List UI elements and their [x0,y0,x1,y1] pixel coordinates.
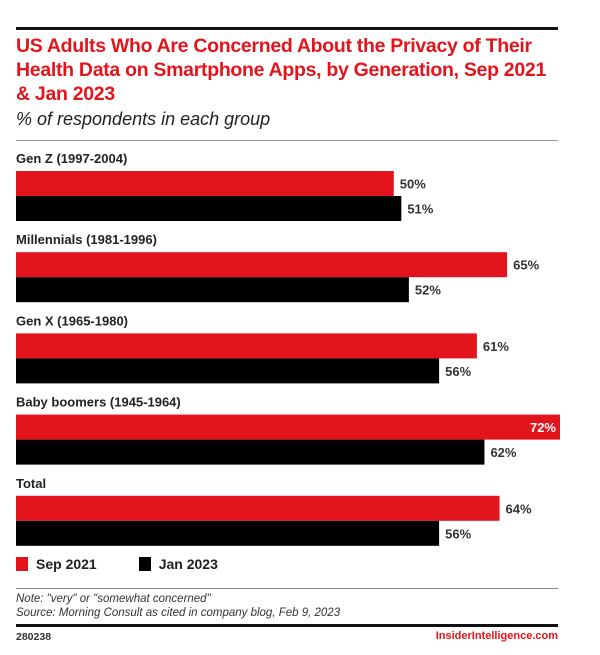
value-label-jan-2023: 56% [445,526,471,541]
category-group-gen-x-1965-1980: Gen X (1965-1980) 61% 56% [16,313,509,384]
bar-sep-2021 [16,171,394,196]
legend-label-sep-2021: Sep 2021 [36,556,97,572]
bar-jan-2023 [16,439,485,465]
legend: Sep 2021 Jan 2023 [16,556,260,572]
bottom-rule [16,624,558,627]
bar-jan-2023 [16,196,402,221]
chart-id: 280238 [16,631,52,643]
bar-sep-2021 [16,414,560,440]
value-label-jan-2023: 51% [407,202,433,217]
bar-sep-2021 [16,252,508,278]
category-group-millennials-1981-1996: Millennials (1981-1996) 65% 52% [16,232,540,303]
value-label-sep-2021: 61% [483,339,509,354]
value-label-sep-2021: 65% [513,258,539,273]
value-label-jan-2023: 52% [415,283,441,298]
source-text: Source: Morning Consult as cited in comp… [16,607,341,619]
category-label: Total [16,476,46,491]
category-label: Millennials (1981-1996) [16,232,157,247]
category-group-total: Total 64% 56% [16,476,532,546]
legend-swatch-jan-2023 [138,557,151,571]
bar-jan-2023 [16,520,440,546]
category-label: Gen Z (1997-2004) [16,151,127,166]
legend-swatch-sep-2021 [16,557,28,571]
top-rule [16,27,558,30]
category-label: Gen X (1965-1980) [16,313,128,328]
legend-item-jan-2023: Jan 2023 [138,556,218,572]
bar-jan-2023 [16,358,440,384]
value-label-jan-2023: 56% [445,364,471,379]
value-label-sep-2021: 72% [530,420,556,435]
brand-link[interactable]: InsiderIntelligence.com [435,630,558,642]
category-label: Baby boomers (1945-1964) [16,395,181,410]
chart-title: US Adults Who Are Concerned About the Pr… [16,35,546,105]
category-group-baby-boomers-1945-1964: Baby boomers (1945-1964) 72% 62% [16,395,560,465]
bar-jan-2023 [16,277,409,303]
note-text: Note: "very" or "somewhat concerned" [16,593,211,605]
subtitle-divider [16,140,558,141]
notes: Note: "very" or "somewhat concerned" Sou… [16,592,340,620]
note-divider [16,588,558,589]
category-group-gen-z-1997-2004: Gen Z (1997-2004) 50% 51% [16,151,434,221]
value-label-jan-2023: 62% [490,445,516,460]
legend-label-jan-2023: Jan 2023 [158,556,218,572]
chart-subtitle: % of respondents in each group [16,109,271,129]
legend-item-sep-2021: Sep 2021 [16,556,97,572]
bar-sep-2021 [16,495,500,521]
value-label-sep-2021: 50% [400,177,426,192]
value-label-sep-2021: 64% [506,501,532,516]
bar-sep-2021 [16,333,477,359]
